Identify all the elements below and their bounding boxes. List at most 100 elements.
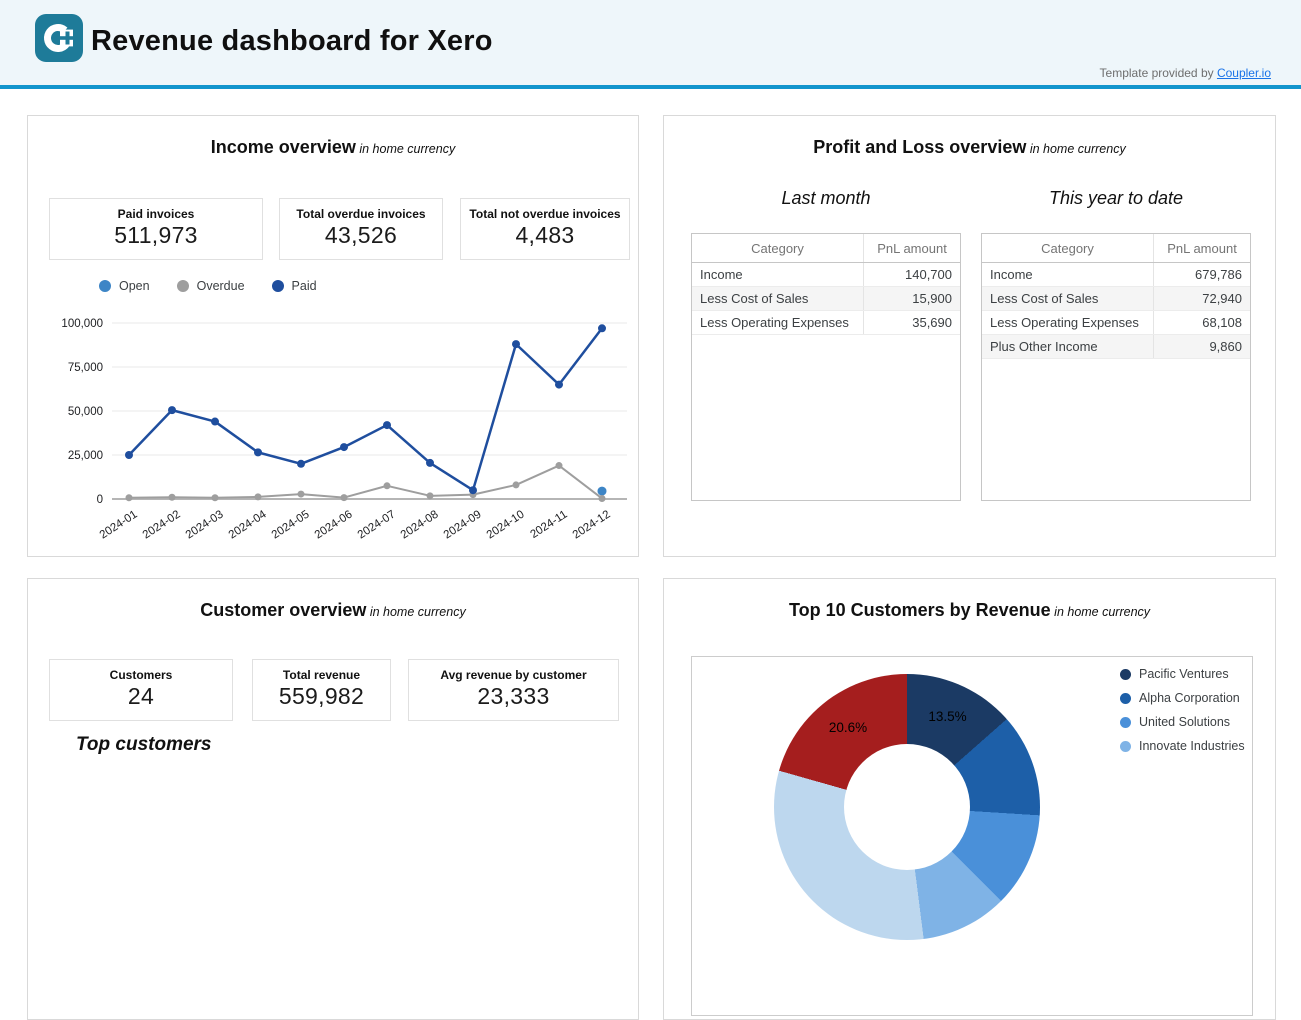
y-axis-tick: 75,000 <box>68 362 103 374</box>
pie-legend-item-united-solutions[interactable]: United Solutions <box>1120 715 1245 729</box>
data-point-overdue <box>125 494 133 502</box>
data-point-paid <box>340 443 348 452</box>
legend-dot-icon <box>271 280 284 292</box>
legend-label: Innovate Industries <box>1139 739 1245 753</box>
cell-category: Less Cost of Sales <box>692 287 864 310</box>
pie-legend-item-alpha-corporation[interactable]: Alpha Corporation <box>1120 691 1245 705</box>
table-header-row: Category PnL amount <box>692 234 960 263</box>
scorecard-label: Total not overdue invoices <box>469 207 621 221</box>
scorecard-customers: Customers 24 <box>49 659 233 721</box>
donut-hole <box>844 744 970 870</box>
legend-item-open[interactable]: Open <box>99 279 150 293</box>
y-axis-tick: 25,000 <box>68 450 103 462</box>
pie-legend-item-innovate-industries[interactable]: Innovate Industries <box>1120 739 1245 753</box>
pnl-table-year-to-date: Category PnL amount Income 679,786 Less Cost… <box>981 233 1251 501</box>
data-point-paid <box>598 324 606 333</box>
page-title: Revenue dashboard for Xero <box>91 25 493 57</box>
income-overview-title: Income overview in home currency <box>28 137 638 158</box>
pnl-caption-last-month: Last month <box>781 188 871 208</box>
x-axis-tick: 2024-07 <box>356 508 398 541</box>
x-axis-tick: 2024-09 <box>442 508 484 541</box>
data-point-overdue <box>340 494 348 502</box>
customer-scorecard-row: Customers 24 Total revenue 559,982 Avg reven… <box>49 659 619 721</box>
scorecard-total-not-overdue-invoices: Total not overdue invoices 4,483 <box>460 198 630 260</box>
table-row[interactable]: Income 140,700 <box>692 263 960 287</box>
cell-category: Less Operating Expenses <box>692 311 864 334</box>
pnl-subtitle: in home currency <box>1026 142 1126 156</box>
table-row[interactable]: Less Operating Expenses 68,108 <box>982 311 1250 335</box>
cell-category: Less Cost of Sales <box>982 287 1154 310</box>
column-header-category: Category <box>982 234 1154 262</box>
data-point-overdue <box>383 482 391 490</box>
coupler-link[interactable]: Coupler.io <box>1216 66 1271 80</box>
cell-category: Plus Other Income <box>982 335 1154 358</box>
legend-item-paid[interactable]: Paid <box>271 279 317 293</box>
pnl-caption-year-to-date: This year to date <box>1048 188 1184 208</box>
top-customers-pie-chart: 13.5% 20.6% Pacific Ventures Alpha Corpora… <box>691 656 1253 1016</box>
column-header-pnl-amount: PnL amount <box>1167 240 1237 256</box>
pie-legend: Pacific Ventures Alpha Corporation United … <box>1120 667 1245 753</box>
scorecard-value: 559,982 <box>278 683 365 709</box>
y-axis-tick: 100,000 <box>61 318 103 330</box>
income-overview-subtitle: in home currency <box>355 142 456 156</box>
top-customers-subtitle: in home currency <box>1050 605 1151 619</box>
panel-customer-overview: Customer overview in home currency Custo… <box>27 578 639 1020</box>
top-customers-title-text: Top 10 Customers by Revenue <box>788 600 1051 620</box>
data-point-overdue <box>254 493 262 501</box>
scorecard-label: Total revenue <box>282 668 361 682</box>
table-row[interactable]: Income 679,786 <box>982 263 1250 287</box>
x-axis-tick: 2024-10 <box>485 508 527 541</box>
x-axis-tick: 2024-04 <box>227 508 269 541</box>
pie-legend-item-pacific-ventures[interactable]: Pacific Ventures <box>1120 667 1245 681</box>
x-axis-tick: 2024-12 <box>571 508 613 541</box>
template-credit-text: Template provided by <box>1099 66 1217 80</box>
panel-top-customers: Top 10 Customers by Revenue in home curr… <box>663 578 1276 1020</box>
cell-amount: 9,860 <box>1209 339 1242 354</box>
x-axis-tick: 2024-01 <box>98 508 140 541</box>
cell-amount: 679,786 <box>1195 267 1242 282</box>
table-row[interactable]: Less Operating Expenses 35,690 <box>692 311 960 335</box>
pie-slice-label: 13.5% <box>928 708 967 724</box>
legend-dot-icon <box>1120 668 1131 680</box>
scorecard-label: Paid invoices <box>117 207 195 221</box>
table-row[interactable]: Plus Other Income 9,860 <box>982 335 1250 359</box>
legend-dot-icon <box>1120 692 1131 704</box>
x-axis-tick: 2024-05 <box>270 508 312 541</box>
data-point-paid <box>254 448 262 457</box>
scorecard-total-revenue: Total revenue 559,982 <box>252 659 391 721</box>
table-row[interactable]: Less Cost of Sales 15,900 <box>692 287 960 311</box>
table-row[interactable]: Less Cost of Sales 72,940 <box>982 287 1250 311</box>
scorecard-value: 43,526 <box>324 222 398 248</box>
customer-overview-title: Customer overview in home currency <box>28 600 638 621</box>
legend-dot-icon <box>99 280 111 292</box>
x-axis-tick: 2024-11 <box>528 508 569 541</box>
x-axis-tick: 2024-06 <box>313 508 355 541</box>
legend-dot-icon <box>1120 740 1131 752</box>
legend-label: United Solutions <box>1139 715 1231 729</box>
legend-label: Overdue <box>196 279 245 293</box>
pnl-table-last-month: Category PnL amount Income 140,700 Less Cost… <box>691 233 961 501</box>
cell-category: Income <box>692 263 864 286</box>
table-header-row: Category PnL amount <box>982 234 1250 263</box>
scorecard-value: 24 <box>127 683 155 709</box>
cell-amount: 140,700 <box>905 267 952 282</box>
data-point-paid <box>211 417 219 426</box>
legend-label: Open <box>119 279 150 293</box>
data-point-overdue <box>512 481 520 489</box>
income-chart-legend: Open Overdue Paid <box>99 279 317 293</box>
app-header: Revenue dashboard for Xero Template prov… <box>0 0 1301 89</box>
x-axis-tick: 2024-03 <box>184 508 226 541</box>
legend-label: Pacific Ventures <box>1139 667 1229 681</box>
income-scorecard-row: Paid invoices 511,973 Total overdue invoic… <box>49 198 630 260</box>
legend-item-overdue[interactable]: Overdue <box>176 279 245 293</box>
cell-category: Less Operating Expenses <box>982 311 1154 334</box>
pie-slice-label: 20.6% <box>828 719 868 735</box>
top-customers-title: Top 10 Customers by Revenue in home curr… <box>664 600 1275 621</box>
income-line-chart[interactable]: 0 25,000 50,000 75,000 100,000 2024-01 2024-02… <box>34 308 636 558</box>
scorecard-total-overdue-invoices: Total overdue invoices 43,526 <box>279 198 443 260</box>
legend-dot-icon <box>1120 716 1131 728</box>
cell-amount: 68,108 <box>1202 315 1242 330</box>
scorecard-label: Total overdue invoices <box>296 207 426 221</box>
data-point-paid <box>383 421 391 430</box>
scorecard-paid-invoices: Paid invoices 511,973 <box>49 198 263 260</box>
